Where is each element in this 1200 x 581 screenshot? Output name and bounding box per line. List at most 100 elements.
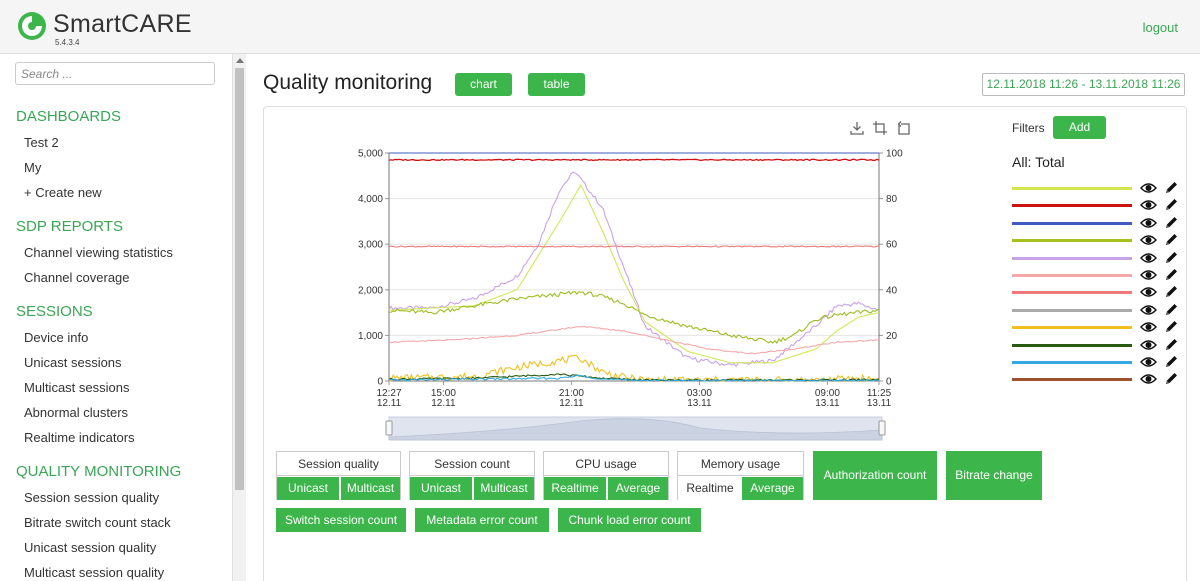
pencil-icon[interactable] (1164, 197, 1179, 212)
switch-session-count-button[interactable]: Switch session count (276, 508, 406, 532)
memory-usage-title: Memory usage (678, 452, 803, 476)
eye-icon[interactable] (1140, 372, 1157, 386)
eye-icon[interactable] (1140, 285, 1157, 299)
chunk-load-error-count-button[interactable]: Chunk load error count (558, 508, 701, 532)
eye-icon[interactable] (1140, 338, 1157, 352)
pencil-icon[interactable] (1164, 302, 1179, 317)
zoom-area-icon[interactable] (872, 120, 888, 136)
session-quality-multicast-button[interactable]: Multicast (340, 477, 400, 500)
session-quality-unicast-button[interactable]: Unicast (277, 477, 339, 500)
sidebar-item-create-new[interactable]: + Create new (24, 185, 102, 200)
zoom-reset-icon[interactable] (895, 120, 911, 136)
chart-view-button[interactable]: chart (455, 73, 512, 96)
session-count-multicast-button[interactable]: Multicast (473, 477, 534, 500)
section-sessions[interactable]: SESSIONS (16, 303, 93, 320)
session-count-unicast-button[interactable]: Unicast (410, 477, 472, 500)
sidebar-item-abnormal-clusters[interactable]: Abnormal clusters (24, 405, 129, 420)
pencil-icon[interactable] (1164, 319, 1179, 334)
pencil-icon[interactable] (1164, 284, 1179, 299)
quality-chart[interactable]: 0 0 1,000 20 2,000 40 3,000 60 4,000 80 5,000 100 12… (263, 106, 1187, 581)
pencil-icon[interactable] (1164, 267, 1179, 282)
navigator-handle-left (385, 420, 393, 436)
sidebar-item-multicast-session-quality[interactable]: Multicast session quality (24, 565, 165, 580)
series-line-yellow (389, 354, 880, 383)
y-left-tick-label: 2,000 (358, 285, 383, 296)
eye-icon[interactable] (1140, 355, 1157, 369)
y-right-tick-label: 60 (886, 240, 898, 251)
pencil-icon[interactable] (1164, 232, 1179, 247)
app-name: SmartCARE (53, 10, 192, 38)
pencil-icon[interactable] (1164, 371, 1179, 386)
sidebar-item-unicast-sessions[interactable]: Unicast sessions (24, 355, 122, 370)
legend-row (1012, 267, 1182, 283)
bitrate-change-button[interactable]: Bitrate change (946, 451, 1042, 500)
x-tick-label-time: 03:00 (687, 388, 712, 399)
eye-icon[interactable] (1140, 320, 1157, 334)
legend-row (1012, 180, 1182, 196)
eye-icon[interactable] (1140, 216, 1157, 230)
pencil-icon[interactable] (1164, 180, 1179, 195)
logout-link[interactable]: logout (1142, 20, 1178, 35)
legend-line-swatch (1012, 256, 1132, 260)
eye-icon[interactable] (1140, 251, 1157, 265)
sidebar-item-multicast-sessions[interactable]: Multicast sessions (24, 380, 130, 395)
cpu-usage-group: CPU usage Realtime Average (543, 451, 669, 500)
search-input[interactable] (15, 62, 215, 85)
sidebar-item-channel-coverage[interactable]: Channel coverage (24, 270, 130, 285)
memory-usage-realtime-button[interactable]: Realtime (678, 477, 742, 500)
pencil-icon[interactable] (1164, 215, 1179, 230)
legend-row (1012, 337, 1182, 353)
y-right-tick-label: 0 (886, 377, 892, 388)
y-left-tick-label: 0 (377, 377, 383, 388)
pencil-icon[interactable] (1164, 337, 1179, 352)
legend-line-swatch (1012, 291, 1132, 295)
eye-icon[interactable] (1140, 233, 1157, 247)
legend-row (1012, 284, 1182, 300)
app-version: 5.4.3.4 (55, 38, 80, 47)
session-quality-group: Session quality Unicast Multicast (276, 451, 401, 500)
section-quality-monitoring[interactable]: QUALITY MONITORING (16, 463, 182, 480)
section-dashboards[interactable]: DASHBOARDS (16, 108, 122, 125)
session-quality-title: Session quality (277, 452, 400, 476)
page-title: Quality monitoring (263, 71, 433, 94)
cpu-usage-realtime-button[interactable]: Realtime (544, 477, 606, 500)
memory-usage-average-button[interactable]: Average (742, 477, 803, 500)
authorization-count-button[interactable]: Authorization count (813, 451, 937, 500)
scroll-thumb[interactable] (235, 68, 244, 490)
add-filter-button[interactable]: Add (1053, 116, 1106, 139)
sidebar-item-unicast-session-quality[interactable]: Unicast session quality (24, 540, 157, 555)
download-icon[interactable] (849, 120, 865, 136)
x-tick-label-time: 11:25 (867, 388, 892, 399)
eye-icon[interactable] (1140, 181, 1157, 195)
cpu-usage-average-button[interactable]: Average (607, 477, 668, 500)
sidebar-scrollbar[interactable] (232, 54, 246, 581)
sidebar-item-test-2[interactable]: Test 2 (24, 135, 59, 150)
table-view-button[interactable]: table (528, 73, 585, 96)
sidebar-item-realtime-indicators[interactable]: Realtime indicators (24, 430, 135, 445)
sidebar-item-session-session-quality[interactable]: Session session quality (24, 490, 160, 505)
pencil-icon[interactable] (1164, 250, 1179, 265)
smartcare-logo-icon (18, 12, 46, 40)
y-left-tick-label: 3,000 (358, 240, 383, 251)
metadata-error-count-button[interactable]: Metadata error count (415, 508, 549, 532)
eye-icon[interactable] (1140, 268, 1157, 282)
y-left-tick-label: 5,000 (358, 149, 383, 160)
sidebar: DASHBOARDS Test 2 My + Create new SDP RE… (0, 54, 232, 581)
navigator-preview (388, 418, 883, 441)
navigator-handle-right (878, 420, 886, 436)
sidebar-item-channel-viewing-statistics[interactable]: Channel viewing statistics (24, 245, 173, 260)
pencil-icon[interactable] (1164, 354, 1179, 369)
sidebar-item-bitrate-switch-count-stack[interactable]: Bitrate switch count stack (24, 515, 171, 530)
y-right-tick-label: 40 (886, 285, 898, 296)
cpu-usage-title: CPU usage (544, 452, 668, 476)
legend-group-title: All: Total (1012, 154, 1065, 170)
legend-row (1012, 232, 1182, 248)
sidebar-item-my[interactable]: My (24, 160, 42, 175)
eye-icon[interactable] (1140, 198, 1157, 212)
date-range-picker[interactable]: 12.11.2018 11:26 - 13.11.2018 11:26 (982, 73, 1185, 96)
eye-icon[interactable] (1140, 303, 1157, 317)
sidebar-item-device-info[interactable]: Device info (24, 330, 89, 345)
section-sdp-reports[interactable]: SDP REPORTS (16, 218, 123, 235)
series-line-pink (388, 325, 879, 355)
scroll-up-arrow-icon[interactable] (236, 58, 244, 63)
